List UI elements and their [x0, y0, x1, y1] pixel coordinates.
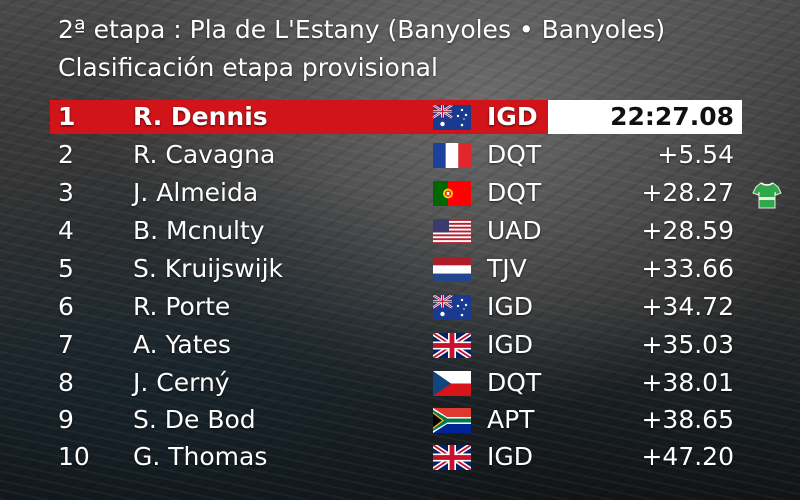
rider-name: R. Dennis — [133, 102, 268, 131]
leader-time: 22:27.08 — [610, 102, 734, 131]
stage-title: 2ª etapa : Pla de L'Estany (Banyoles • B… — [58, 15, 666, 44]
usa-flag — [433, 219, 471, 244]
team-code: UAD — [487, 216, 542, 245]
rider-name: B. Mcnulty — [133, 216, 265, 245]
australia-flag — [433, 105, 471, 130]
standings-row: 3 J. Almeida DQT +28.27 — [50, 176, 742, 210]
standings-row: 2 R. Cavagna DQT +5.54 — [50, 138, 742, 172]
netherlands-flag — [433, 257, 471, 282]
rider-name: A. Yates — [133, 330, 231, 359]
time-gap: +33.66 — [641, 254, 734, 283]
rider-name: G. Thomas — [133, 442, 268, 471]
australia-flag — [433, 295, 471, 320]
time-gap: +35.03 — [641, 330, 734, 359]
time-gap: +38.65 — [641, 405, 734, 434]
rider-name: S. Kruijswijk — [133, 254, 284, 283]
rank-position: 2 — [58, 140, 74, 169]
standings-row: 7 A. Yates IGD +35.03 — [50, 328, 742, 362]
france-flag — [433, 143, 471, 168]
rank-position: 7 — [58, 330, 74, 359]
south-africa-flag — [433, 408, 471, 433]
team-code: IGD — [487, 442, 533, 471]
standings-row: 10 G. Thomas IGD +47.20 — [50, 440, 742, 474]
time-gap: +38.01 — [641, 368, 734, 397]
time-gap: +5.54 — [657, 140, 734, 169]
standings-row: 8 J. Cerný DQT +38.01 — [50, 366, 742, 400]
rank-position: 1 — [58, 102, 76, 131]
team-code: IGD — [487, 102, 538, 131]
leader-row: 1 R. Dennis IGD 22:27.08 — [50, 100, 742, 134]
rider-name: J. Cerný — [133, 368, 230, 397]
time-gap: +28.27 — [641, 178, 734, 207]
rank-position: 5 — [58, 254, 74, 283]
team-code: IGD — [487, 292, 533, 321]
team-code: DQT — [487, 178, 542, 207]
portugal-flag — [433, 181, 471, 206]
standings-row: 5 S. Kruijswijk TJV +33.66 — [50, 252, 742, 286]
time-gap: +28.59 — [641, 216, 734, 245]
standings-row: 4 B. Mcnulty UAD +28.59 — [50, 214, 742, 248]
team-code: DQT — [487, 368, 542, 397]
standings-row: 6 R. Porte IGD +34.72 — [50, 290, 742, 324]
team-code: APT — [487, 405, 535, 434]
uk-flag — [433, 445, 471, 470]
team-code: TJV — [487, 254, 527, 283]
rank-position: 6 — [58, 292, 74, 321]
rider-name: R. Cavagna — [133, 140, 276, 169]
green-jersey-icon — [752, 182, 782, 209]
rank-position: 9 — [58, 405, 74, 434]
rank-position: 3 — [58, 178, 74, 207]
uk-flag — [433, 333, 471, 358]
czech-flag — [433, 371, 471, 396]
time-gap: +34.72 — [641, 292, 734, 321]
rider-name: J. Almeida — [133, 178, 259, 207]
standings-row: 9 S. De Bod APT +38.65 — [50, 403, 742, 437]
time-gap: +47.20 — [641, 442, 734, 471]
rank-position: 10 — [58, 442, 90, 471]
rank-position: 8 — [58, 368, 74, 397]
team-code: DQT — [487, 140, 542, 169]
rider-name: R. Porte — [133, 292, 231, 321]
leader-time-box: 22:27.08 — [548, 100, 742, 134]
classification-subtitle: Clasificación etapa provisional — [58, 53, 438, 82]
rank-position: 4 — [58, 216, 74, 245]
team-code: IGD — [487, 330, 533, 359]
rider-name: S. De Bod — [133, 405, 256, 434]
